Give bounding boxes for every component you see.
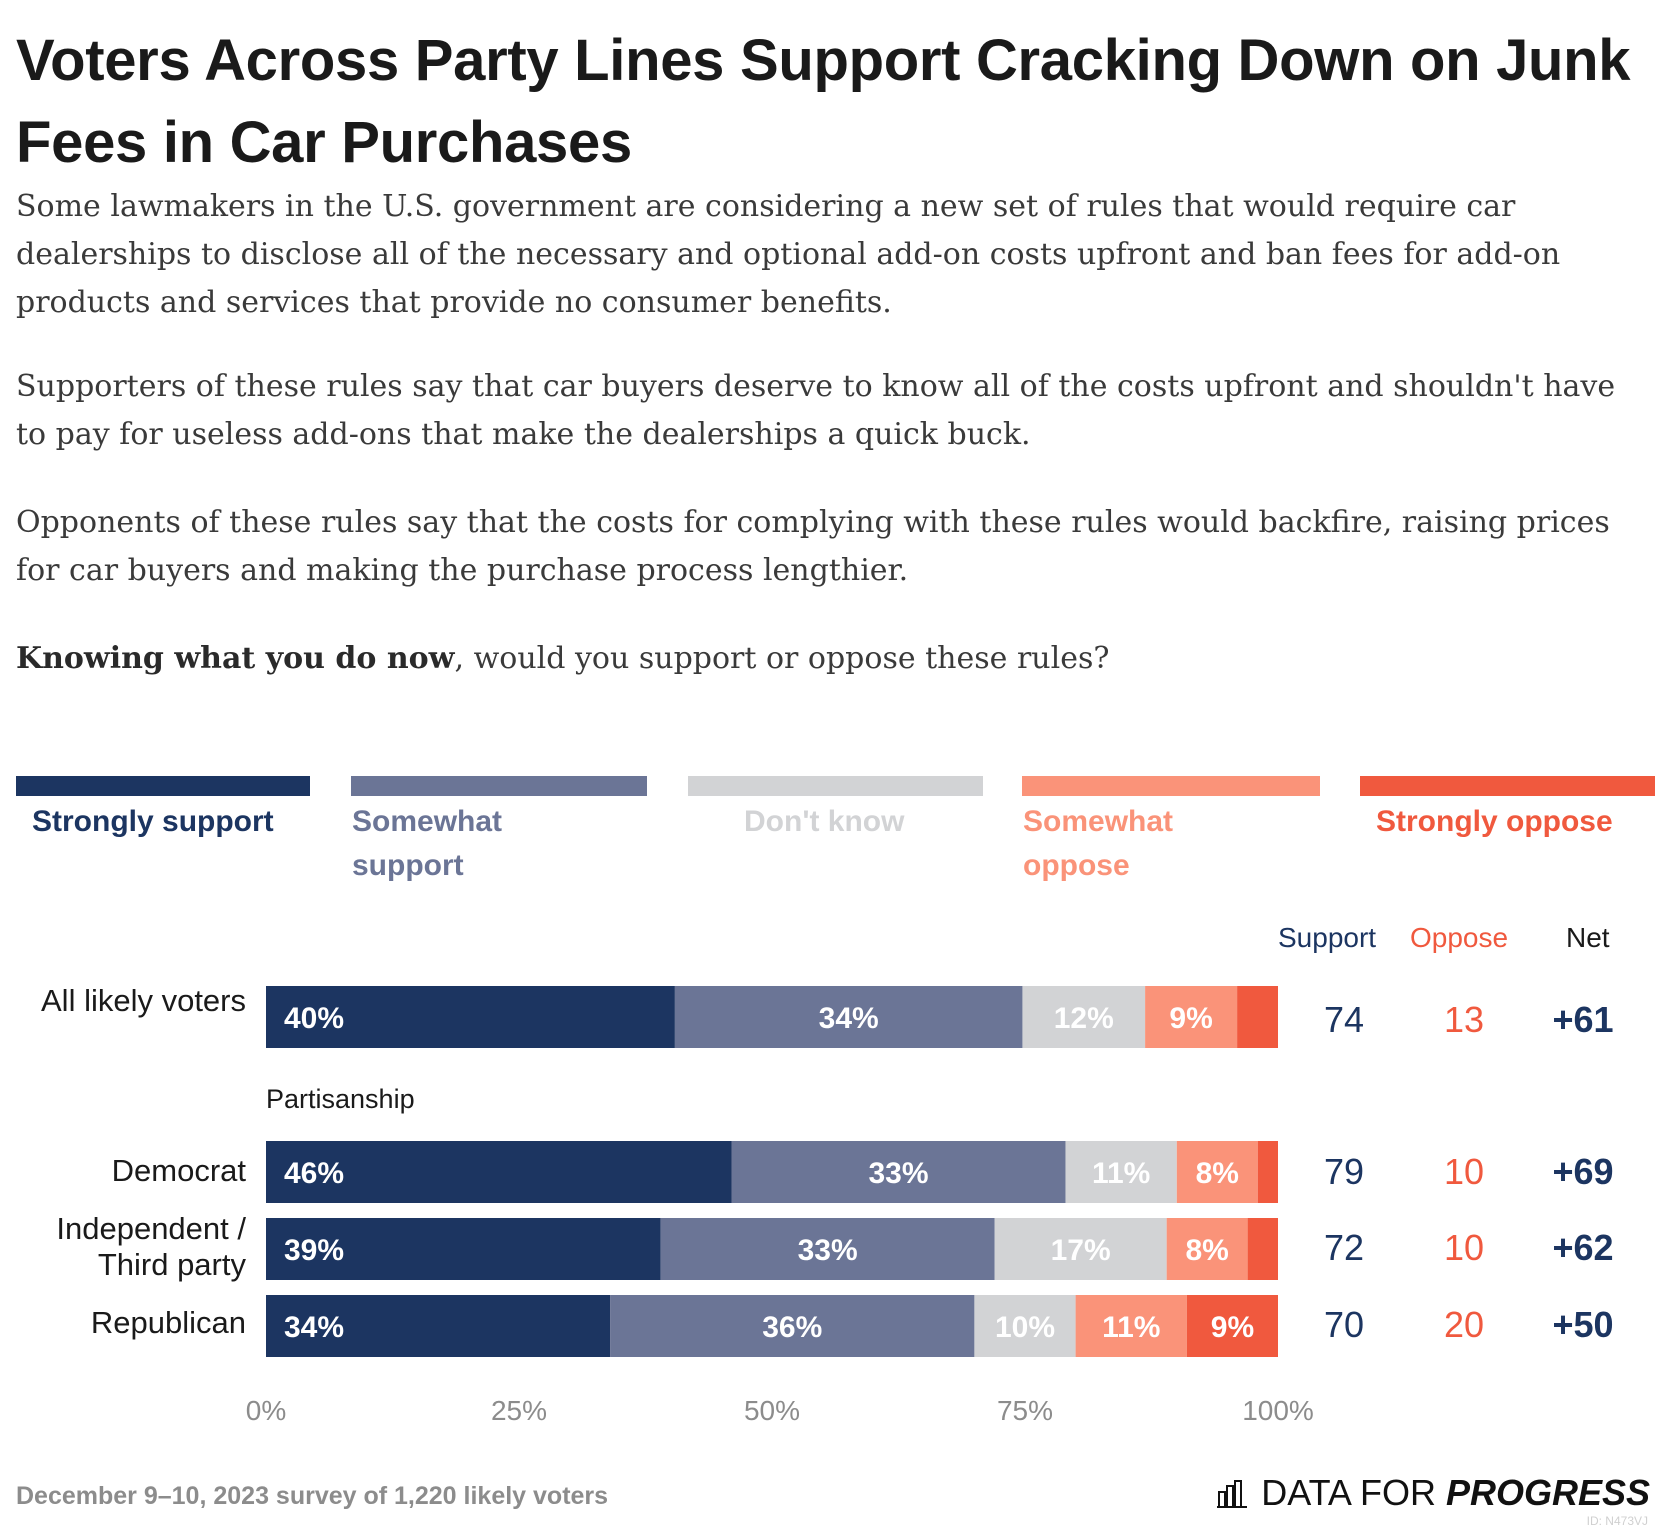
bar-segment [266,1141,732,1203]
bar-value-label: 9% [1169,1002,1212,1035]
bar-segment [1022,986,1146,1048]
survey-question: Knowing what you do now, would you suppo… [16,635,1636,683]
bar-segment [1065,1141,1177,1203]
intro-paragraph: Some lawmakers in the U.S. government ar… [16,189,1561,320]
bar-value-label: 33% [868,1157,928,1190]
bar-segment [1166,1218,1248,1280]
bar-value-label: 39% [284,1234,344,1267]
oppose-value: 10 [1443,1227,1485,1268]
legend-label-somewhat-oppose: Somewhat oppose [1023,805,1174,882]
x-tick-label: 0% [246,1395,286,1426]
x-tick-label: 25% [491,1395,547,1426]
survey-footnote: December 9–10, 2023 survey of 1,220 like… [16,1482,609,1510]
bar-segment [674,986,1023,1048]
chart-id-tag: ID: N473VJ [1586,1514,1648,1528]
net-value: +61 [1552,999,1614,1040]
bar-segment [610,1295,975,1357]
net-value: +62 [1552,1227,1614,1268]
bar-segment [1075,1295,1187,1357]
bar-value-label: 11% [1102,1311,1160,1344]
bar-value-label: 8% [1196,1157,1239,1190]
legend-label-dont-know: Don't know [744,805,905,838]
x-tick-label: 50% [744,1395,800,1426]
question-bold: Knowing what you do now [16,641,455,676]
legend-swatch-dont-know [688,776,983,796]
bar-segment [1145,986,1238,1048]
bar-segment [266,1295,611,1357]
legend-label-strongly-support: Strongly support [32,805,274,838]
legend-swatch-strongly-oppose [1360,776,1655,796]
bar-value-label: 10% [995,1311,1055,1344]
bar-segment [731,1141,1066,1203]
oppose-value: 10 [1443,1151,1485,1192]
bar-value-label: 36% [762,1311,822,1344]
row-label-independent: Independent / Third party [56,1211,246,1282]
column-header-oppose: Oppose [1410,922,1509,953]
legend-label-somewhat-support: Somewhat support [352,805,503,882]
bar-segment [1186,1295,1278,1357]
brand-logo: DATA FOR PROGRESS [1217,1472,1650,1514]
brand-text-progress: PROGRESS [1445,1472,1650,1513]
bar-segment [974,1295,1076,1357]
bar-value-label: 12% [1054,1002,1114,1035]
bar-segment [1247,1218,1278,1280]
oppose-value: 20 [1443,1304,1485,1345]
column-header-net: Net [1566,922,1610,953]
bar-value-label: 8% [1185,1234,1228,1267]
legend-swatch-somewhat-oppose [1022,776,1320,796]
legend-swatch-somewhat-support [351,776,647,796]
bar-value-label: 11% [1092,1157,1150,1190]
bar-value-label: 46% [284,1157,344,1190]
bar-segment [1257,1141,1278,1203]
subgroup-label: Partisanship [266,1084,415,1114]
bar-value-label: 34% [284,1311,344,1344]
support-value: 79 [1323,1151,1365,1192]
bar-segment [1176,1141,1258,1203]
row-label-democrat: Democrat [111,1153,246,1188]
bar-segment [1237,986,1278,1048]
bar-segment [266,1218,661,1280]
bar-chart-icon [1217,1480,1248,1508]
bar-value-label: 9% [1211,1311,1254,1344]
bar-value-label: 40% [284,1002,344,1035]
brand-text-data-for: DATA FOR [1261,1472,1436,1513]
oppose-value: 13 [1443,999,1485,1040]
x-tick-label: 100% [1242,1395,1314,1426]
support-value: 72 [1323,1227,1365,1268]
bar-value-label: 34% [819,1002,879,1035]
question-rest: , would you support or oppose these rule… [454,641,1110,676]
opponents-paragraph: Opponents of these rules say that the co… [16,505,1610,588]
legend-label-strongly-oppose: Strongly oppose [1376,805,1613,838]
x-tick-label: 75% [997,1395,1053,1426]
support-value: 74 [1323,999,1365,1040]
row-label-all-likely-voters: All likely voters [41,983,246,1018]
net-value: +69 [1552,1151,1614,1192]
support-value: 70 [1323,1304,1365,1345]
row-label-republican: Republican [90,1305,246,1340]
net-value: +50 [1552,1304,1614,1345]
bar-value-label: 33% [798,1234,858,1267]
legend-swatch-strongly-support [16,776,310,796]
page-title: Voters Across Party Lines Support Cracki… [16,28,1631,175]
bar-segment [994,1218,1167,1280]
supporters-paragraph: Supporters of these rules say that car b… [16,369,1616,452]
bar-value-label: 17% [1051,1234,1111,1267]
bar-segment [266,986,675,1048]
column-header-support: Support [1278,922,1377,953]
bar-segment [660,1218,995,1280]
